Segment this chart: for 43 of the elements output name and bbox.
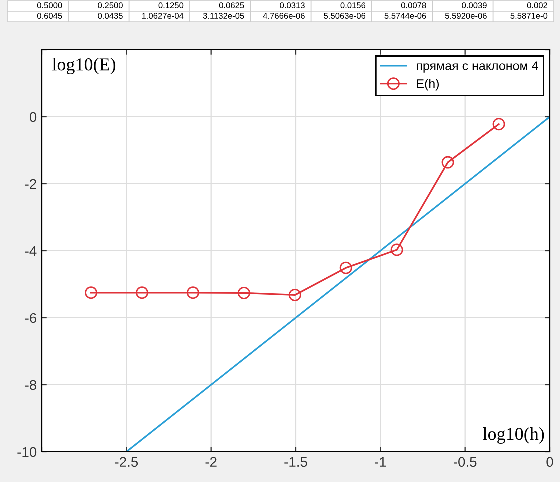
y-tick-label: -2 <box>25 179 36 190</box>
y-tick-label: -8 <box>25 380 37 390</box>
point <box>186 286 200 300</box>
text: 1.0627e-04 <box>142 13 184 19</box>
point <box>136 286 148 300</box>
point <box>288 288 302 302</box>
point <box>85 286 98 300</box>
text: 0.0156 <box>340 2 366 8</box>
text: 0.0078 <box>401 2 426 8</box>
text: 0.0625 <box>219 2 244 8</box>
x-tick-label: -1 <box>375 457 386 467</box>
text: 0.002 <box>527 2 548 8</box>
text: 3.1132e-05 <box>203 13 244 19</box>
legend-label: E(h) <box>417 79 440 91</box>
y-tick-label: -10 <box>18 447 37 458</box>
point <box>442 156 454 169</box>
x-tick-label: -2 <box>206 457 217 467</box>
text: 0.0435 <box>98 13 123 19</box>
x-tick-label: -1.5 <box>284 457 308 468</box>
text: 4.7666e-06 <box>263 13 305 19</box>
y-axis-title: log10(E) <box>52 58 116 74</box>
x-tick-label: 0 <box>546 457 554 468</box>
text: 5.5871e-0 <box>510 13 548 19</box>
point <box>390 244 404 256</box>
x-tick-label: -2.5 <box>115 457 138 468</box>
x-tick-label: -0.5 <box>454 457 477 468</box>
text: 0.6045 <box>37 13 62 19</box>
text: 0.2500 <box>98 2 123 8</box>
x-axis-title: log10(h) <box>483 428 544 444</box>
y-tick-label: -6 <box>25 313 37 324</box>
point <box>340 262 352 274</box>
text: 0.1250 <box>158 2 184 8</box>
text: 5.5920e-06 <box>445 13 487 19</box>
text: 0.5000 <box>37 2 62 8</box>
y-tick-label: -4 <box>25 246 37 256</box>
text: 0.0039 <box>462 2 487 8</box>
legend-label: прямая с наклоном 4 <box>417 62 538 73</box>
text: 0.0313 <box>280 2 305 8</box>
text: 5.5063e-06 <box>324 13 366 19</box>
point <box>238 286 250 300</box>
text: 5.5744e-06 <box>384 13 426 19</box>
y-tick-label: 0 <box>30 112 37 122</box>
point <box>492 118 506 131</box>
